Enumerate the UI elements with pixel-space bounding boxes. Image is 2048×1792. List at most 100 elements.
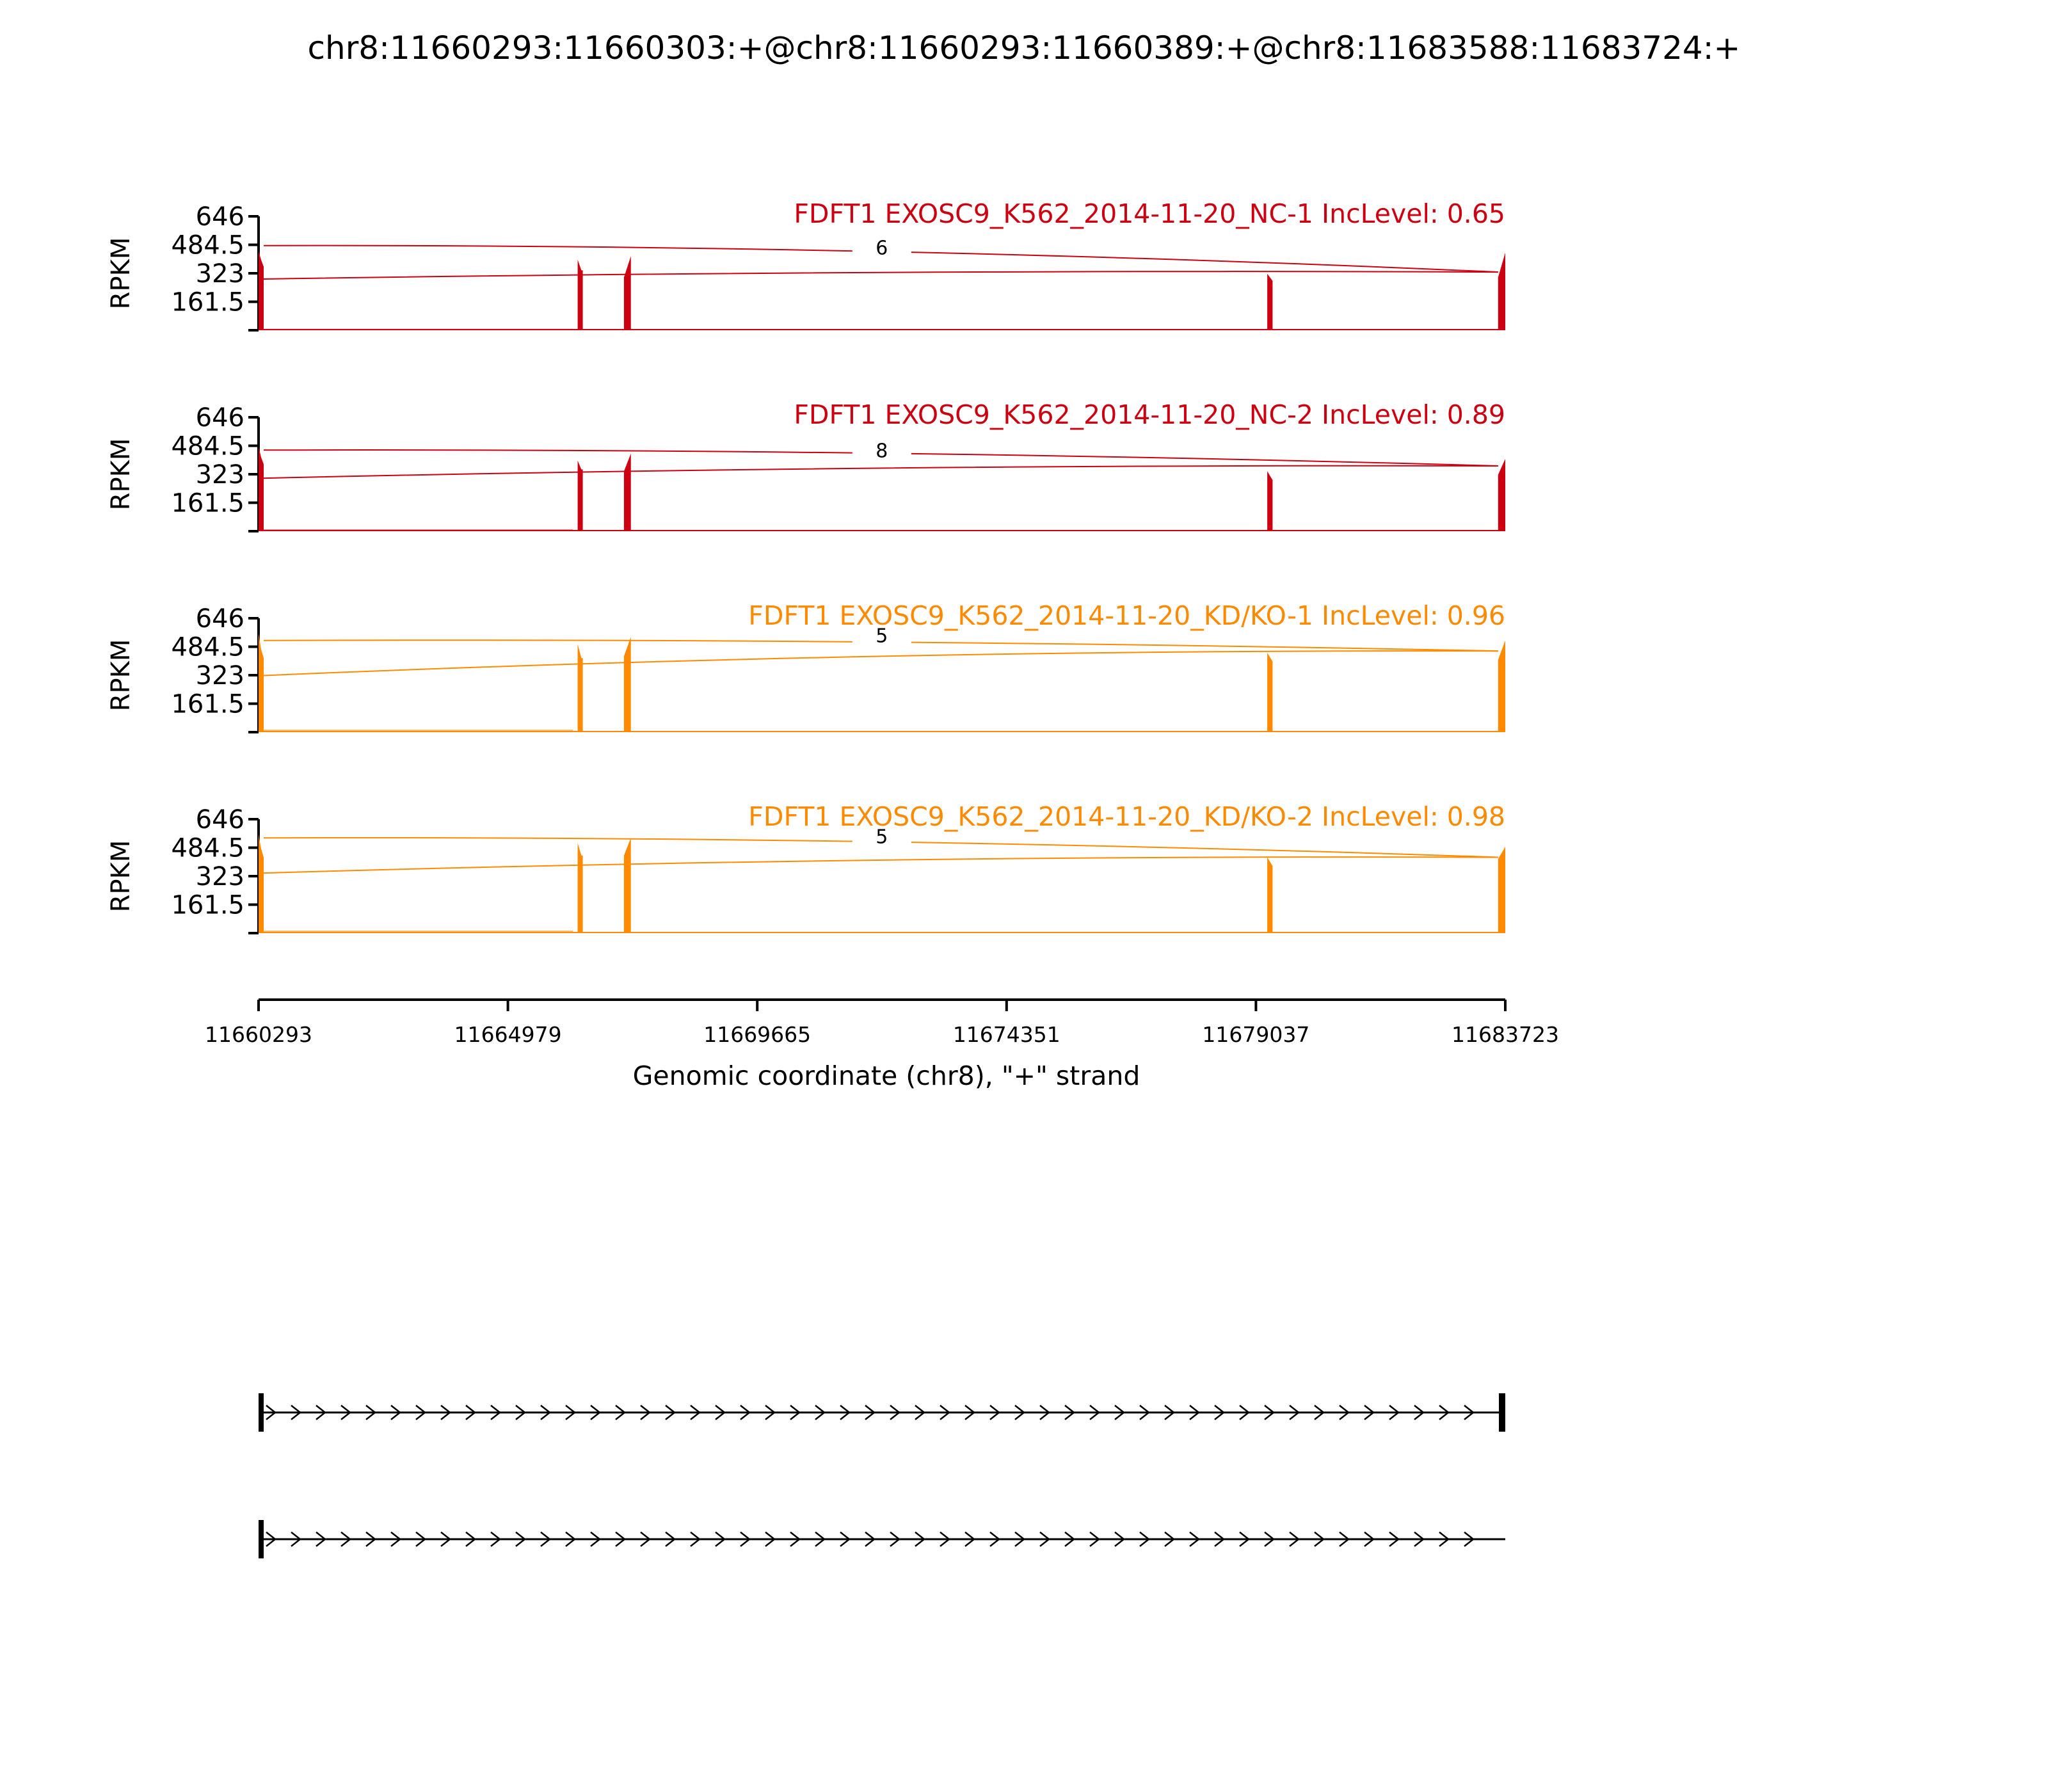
strand-arrow [790, 1405, 801, 1420]
y-tick-label: 161.5 [171, 690, 244, 719]
strand-arrow [665, 1532, 676, 1547]
strand-arrow [1064, 1532, 1076, 1547]
strand-arrow [840, 1405, 851, 1420]
exon-coverage-1 [259, 633, 264, 732]
strand-arrow [291, 1405, 302, 1420]
exon-coverage-5 [1498, 846, 1505, 933]
strand-arrow [1139, 1405, 1151, 1420]
strand-arrow [365, 1405, 377, 1420]
strand-arrow [840, 1532, 851, 1547]
strand-arrow [1289, 1532, 1300, 1547]
strand-arrow [1189, 1532, 1201, 1547]
strand-arrow [565, 1532, 577, 1547]
y-tick-label: 323 [196, 862, 244, 892]
strand-arrow [1414, 1532, 1425, 1547]
exon-coverage-2 [577, 843, 583, 933]
strand-arrow [415, 1405, 427, 1420]
strand-arrow [940, 1405, 951, 1420]
strand-arrow [1364, 1405, 1375, 1420]
strand-arrow [565, 1405, 577, 1420]
strand-arrow [989, 1532, 1001, 1547]
junction-count-box [852, 234, 911, 260]
exon-coverage-4 [1267, 653, 1273, 732]
strand-arrow [915, 1532, 926, 1547]
exon-coverage-5 [1498, 459, 1505, 531]
strand-arrow [1339, 1532, 1350, 1547]
strand-arrow [1189, 1405, 1201, 1420]
series-name: FDFT1 EXOSC9_K562_2014-11-20_KD/KO-1 Inc… [748, 600, 1505, 631]
strand-arrow [1239, 1532, 1251, 1547]
strand-arrow [1439, 1532, 1450, 1547]
strand-arrow [765, 1405, 776, 1420]
strand-arrow [1364, 1532, 1375, 1547]
y-axis-label: RPKM [106, 237, 136, 310]
strand-arrow [964, 1532, 976, 1547]
strand-arrow [1239, 1405, 1251, 1420]
strand-arrow [615, 1532, 627, 1547]
strand-arrow [690, 1532, 701, 1547]
strand-arrow [465, 1532, 477, 1547]
y-axis-label: RPKM [106, 840, 136, 913]
series-name: FDFT1 EXOSC9_K562_2014-11-20_NC-1 IncLev… [794, 198, 1505, 229]
strand-arrow [1314, 1532, 1325, 1547]
isoform-exon [259, 1393, 264, 1432]
strand-arrow [890, 1532, 901, 1547]
y-tick-label: 161.5 [171, 288, 244, 317]
strand-arrow [1389, 1405, 1400, 1420]
y-tick-label: 484.5 [171, 834, 244, 863]
strand-arrow [765, 1532, 776, 1547]
strand-arrow [640, 1405, 652, 1420]
junction-count-box [852, 436, 911, 463]
strand-arrow [340, 1405, 352, 1420]
strand-arrow [440, 1532, 452, 1547]
junction-arc-2 [259, 856, 1498, 874]
y-axis-label: RPKM [106, 639, 136, 712]
y-tick-label: 484.5 [171, 633, 244, 662]
strand-arrow [615, 1405, 627, 1420]
strand-arrow [715, 1532, 726, 1547]
strand-arrow [291, 1532, 302, 1547]
exon-coverage-1 [259, 251, 264, 330]
strand-arrow [815, 1405, 826, 1420]
y-tick-label: 161.5 [171, 489, 244, 518]
strand-arrow [1039, 1532, 1051, 1547]
plot-title: chr8:11660293:11660303:+@chr8:11660293:1… [308, 29, 1741, 67]
strand-arrow [1439, 1405, 1450, 1420]
strand-arrow [515, 1405, 527, 1420]
strand-arrow [1464, 1405, 1475, 1420]
strand-arrow [1289, 1405, 1300, 1420]
y-tick-label: 646 [196, 403, 244, 433]
strand-arrow [440, 1405, 452, 1420]
strand-arrow [390, 1405, 402, 1420]
x-tick-label: 11679037 [1202, 1022, 1309, 1047]
strand-arrow [1064, 1405, 1076, 1420]
strand-arrow [340, 1532, 352, 1547]
strand-arrow [1164, 1532, 1176, 1547]
strand-arrow [1089, 1405, 1101, 1420]
y-tick-label: 484.5 [171, 432, 244, 461]
strand-arrow [790, 1532, 801, 1547]
exon-coverage-4 [1267, 857, 1273, 933]
y-tick-label: 484.5 [171, 231, 244, 260]
strand-arrow [1114, 1532, 1126, 1547]
strand-arrow [915, 1405, 926, 1420]
strand-arrow [1214, 1532, 1226, 1547]
strand-arrow [964, 1405, 976, 1420]
x-tick-label: 11660293 [205, 1022, 312, 1047]
isoform-2 [259, 1520, 1505, 1558]
exon-coverage-2 [577, 460, 583, 531]
coverage-background [263, 328, 573, 330]
strand-arrow [989, 1405, 1001, 1420]
strand-arrow [815, 1532, 826, 1547]
x-axis: 11660293 11664979 11669665 11674351 11679037… [205, 998, 1559, 1047]
coverage-background [263, 730, 573, 732]
junction-arc-2 [259, 465, 1498, 479]
strand-arrow [665, 1405, 676, 1420]
strand-arrow [490, 1405, 502, 1420]
strand-arrow [1114, 1405, 1126, 1420]
y-tick-label: 323 [196, 460, 244, 490]
